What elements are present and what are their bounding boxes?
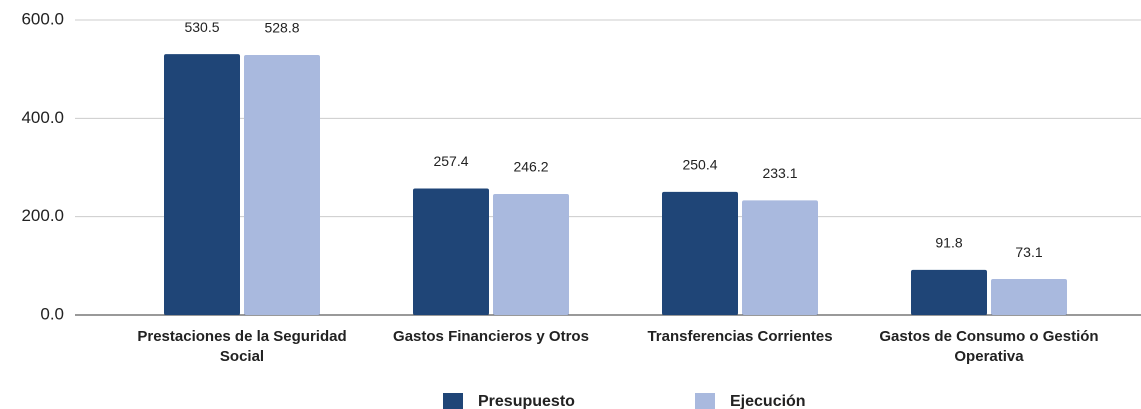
data-label: 91.8 xyxy=(935,235,962,251)
legend-label: Ejecución xyxy=(730,393,806,409)
data-label: 257.4 xyxy=(433,153,468,169)
data-label: 73.1 xyxy=(1015,244,1042,260)
legend-label: Presupuesto xyxy=(478,393,575,409)
legend-swatch xyxy=(443,393,463,409)
y-tick-label: 600.0 xyxy=(21,9,64,28)
x-tick-label: Gastos Financieros y Otros xyxy=(393,328,589,345)
x-tick-label: Prestaciones de la Seguridad Social xyxy=(137,328,347,365)
bar xyxy=(493,193,569,315)
data-label: 250.4 xyxy=(682,157,717,173)
bar xyxy=(413,188,489,315)
bar xyxy=(991,279,1067,315)
x-tick-label: Gastos de Consumo o Gestión Operativa xyxy=(879,328,1099,365)
bar xyxy=(244,55,320,316)
bar xyxy=(911,269,987,315)
bar xyxy=(742,200,818,315)
data-label: 530.5 xyxy=(184,19,219,35)
data-label: 528.8 xyxy=(264,20,299,36)
y-tick-label: 400.0 xyxy=(21,108,64,127)
bar xyxy=(662,191,738,315)
x-tick-label: Transferencias Corrientes xyxy=(647,328,833,345)
y-tick-label: 0.0 xyxy=(40,304,64,323)
legend-swatch xyxy=(695,393,715,409)
data-label: 233.1 xyxy=(762,165,797,181)
y-tick-label: 200.0 xyxy=(21,206,64,225)
bar xyxy=(164,54,240,315)
data-label: 246.2 xyxy=(513,159,548,175)
